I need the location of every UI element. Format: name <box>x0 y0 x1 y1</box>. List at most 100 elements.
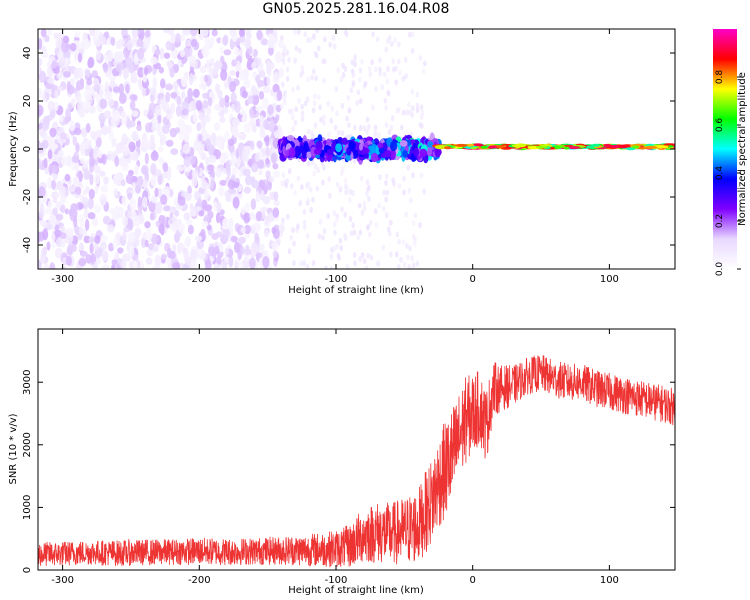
spectrogram-cell <box>382 189 387 196</box>
spectrogram-cell <box>330 105 335 112</box>
snr-series-line <box>38 355 675 568</box>
spectrogram-cell <box>335 110 339 117</box>
spectrogram-cell <box>224 247 230 255</box>
spectrogram-cell <box>380 84 385 91</box>
spectrogram-cell <box>148 200 157 212</box>
spectrogram-cell <box>202 179 207 189</box>
spectrogram-cell <box>345 263 350 269</box>
spectrogram-cell <box>87 197 94 210</box>
spectrogram-cell <box>236 157 241 165</box>
spectrogram-cell <box>314 75 318 82</box>
spectrogram-cell <box>185 256 190 266</box>
spectrogram-cell <box>317 94 321 101</box>
spectrogram-cell <box>151 117 158 127</box>
spectrogram-cell <box>256 159 265 169</box>
spectrogram-cell <box>150 195 158 204</box>
spectrogram-cell <box>151 233 159 245</box>
spectrogram-cell <box>181 108 189 116</box>
spectrogram-cell <box>230 103 236 112</box>
spectrogram-cell <box>131 150 140 161</box>
spectrogram-cell <box>189 29 198 37</box>
spectrogram-cell <box>187 224 194 235</box>
spectrogram-cell <box>78 242 85 251</box>
spectrogram-cell <box>353 260 357 267</box>
spectrogram-cell <box>149 87 157 96</box>
spectrogram-cell <box>216 141 222 149</box>
spectrogram-cell <box>349 230 354 237</box>
spectrogram-cell <box>74 160 80 172</box>
spectrogram-cell <box>465 143 476 147</box>
spectrogram-cell <box>163 205 171 212</box>
spectrogram-cell <box>611 144 619 148</box>
spectrogram-cell <box>238 143 244 153</box>
spectrogram-cell <box>272 83 280 93</box>
spectrogram-cell <box>208 154 217 164</box>
spectrogram-cell <box>175 32 181 44</box>
colorbar-gradient <box>713 29 737 269</box>
spectrogram-cell <box>395 251 399 258</box>
spectrogram-cell <box>353 124 357 131</box>
spectrogram-cell <box>359 175 364 182</box>
spectrogram-cell <box>122 230 127 241</box>
spectrogram-cell <box>197 198 202 207</box>
spectrogram-cell <box>166 169 172 181</box>
spectrogram-cell <box>280 103 284 110</box>
spectrogram-cell <box>64 173 71 182</box>
spectrogram-cell <box>396 264 401 269</box>
spectrogram-cell <box>91 70 98 78</box>
spectrogram-cell <box>146 248 154 257</box>
spectrogram-cell <box>338 185 343 192</box>
spectrogram-cell <box>411 262 416 269</box>
spectrogram-cell <box>368 231 372 238</box>
spectrogram-cell <box>388 230 392 237</box>
spectrogram-cell <box>176 165 185 172</box>
spectrogram-cell <box>266 76 271 87</box>
spectrogram-cell <box>189 249 197 260</box>
spectrogram-cell <box>190 38 198 48</box>
spectrogram-cell <box>108 242 115 252</box>
spectrogram-cell <box>272 163 279 170</box>
spectrogram-cell <box>85 254 93 264</box>
spectrogram-cell <box>394 65 398 72</box>
spectrogram-cell <box>322 228 327 235</box>
spectrogram-cell <box>155 201 163 214</box>
spectrogram-cell <box>306 37 310 44</box>
spectrogram-cell <box>45 206 53 215</box>
spectrogram-cell <box>213 122 221 131</box>
spectrogram-cell <box>390 115 395 122</box>
spectrogram-cell <box>275 104 282 113</box>
spectrogram-cell <box>118 83 125 96</box>
spectrogram-cell <box>59 132 67 140</box>
spectrogram-cell <box>103 176 109 185</box>
spectrogram-cell <box>283 99 287 106</box>
spectrogram-cell <box>265 157 270 165</box>
spectrogram-cell <box>48 163 53 176</box>
spectrogram-cell <box>321 114 326 121</box>
spectrogram-cell <box>178 222 186 234</box>
spectrogram-cell <box>83 208 89 220</box>
spectrogram-cell <box>72 136 78 146</box>
spectrogram-cell <box>345 115 349 122</box>
spectrogram-cell <box>265 134 270 147</box>
spectrogram-cell <box>310 74 314 81</box>
spectrogram-cell <box>154 187 159 198</box>
spectrogram-cell <box>218 110 224 117</box>
spectrogram-cell <box>79 142 85 154</box>
spectrogram-cell <box>250 198 257 210</box>
spectrogram-cell <box>369 254 374 261</box>
spectrogram-cell <box>165 40 172 51</box>
spectrogram-cell <box>273 130 280 138</box>
spectrogram-cell <box>165 91 171 103</box>
spectrogram-cell <box>287 56 291 63</box>
spectrogram-cell <box>264 228 269 238</box>
spectrogram-cell <box>249 107 254 120</box>
spectrogram-cell <box>260 206 269 213</box>
spectrogram-cell <box>84 219 90 231</box>
spectrogram-cell <box>378 57 382 64</box>
spectrogram-cell <box>305 233 310 239</box>
spectrogram-cell <box>563 146 570 150</box>
spectrogram-cell <box>51 179 56 190</box>
spectrogram-cell <box>323 58 327 65</box>
spectrogram-cell <box>46 241 51 251</box>
spectrogram-cell <box>163 29 170 34</box>
